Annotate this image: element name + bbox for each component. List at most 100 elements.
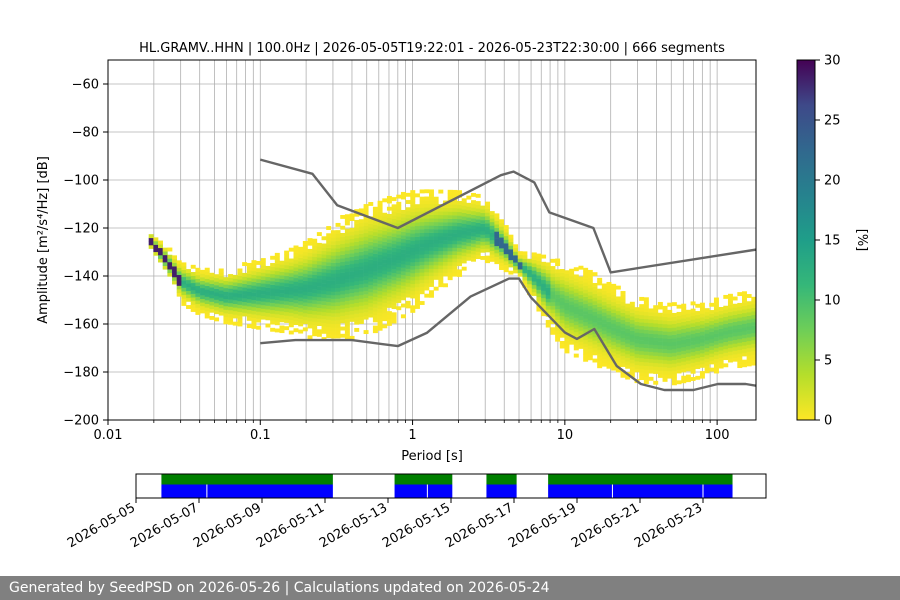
density-cell — [578, 294, 584, 299]
density-cell — [597, 281, 603, 286]
density-cell — [433, 250, 439, 255]
density-cell — [368, 313, 374, 318]
density-cell — [428, 229, 434, 233]
density-cell — [209, 272, 215, 277]
density-cell — [372, 235, 378, 240]
density-cell — [629, 355, 635, 360]
density-cell — [419, 232, 425, 237]
density-cell — [606, 357, 612, 362]
density-cell — [433, 196, 439, 201]
density-cell — [737, 346, 743, 351]
density-cell — [699, 317, 705, 321]
density-cell — [377, 290, 383, 295]
density-cell — [270, 291, 276, 296]
density-cell — [611, 316, 617, 321]
density-cell — [676, 340, 682, 345]
density-cell — [414, 265, 420, 270]
density-cell — [461, 209, 467, 214]
density-cell — [363, 286, 369, 291]
density-cell — [396, 201, 402, 206]
density-cell — [382, 281, 388, 286]
density-cell — [727, 347, 733, 352]
density-cell — [597, 328, 603, 333]
density-cell — [536, 278, 542, 283]
density-cell — [550, 312, 556, 317]
density-cell — [242, 312, 248, 317]
density-cell — [727, 358, 733, 363]
density-cell — [676, 380, 682, 385]
density-cell — [414, 301, 420, 306]
density-cell — [615, 361, 621, 366]
density-cell — [391, 247, 397, 252]
density-cell — [737, 306, 743, 311]
density-cell — [704, 333, 710, 338]
density-cell — [438, 240, 444, 244]
density-cell — [629, 337, 635, 342]
density-cell — [494, 213, 500, 218]
density-cell — [209, 297, 215, 302]
density-cell — [629, 352, 635, 357]
density-cell — [723, 309, 729, 314]
density-cell — [312, 314, 318, 319]
density-cell — [564, 338, 570, 343]
density-cell — [583, 311, 589, 315]
density-cell — [685, 374, 691, 379]
density-cell — [433, 254, 439, 259]
density-cell — [410, 211, 416, 216]
density-cell — [699, 342, 705, 347]
density-cell — [676, 322, 682, 327]
density-cell — [419, 247, 425, 251]
density-cell — [433, 275, 439, 280]
density-cell — [340, 232, 346, 237]
density-cell — [330, 323, 336, 328]
density-cell — [457, 233, 462, 238]
density-cell — [709, 320, 715, 325]
density-cell — [372, 304, 378, 308]
density-cell — [358, 251, 364, 256]
density-cell — [349, 281, 355, 286]
density-cell — [601, 359, 607, 364]
density-cell — [302, 255, 308, 260]
density-cell — [330, 266, 336, 271]
density-cell — [657, 327, 663, 332]
density-cell — [578, 337, 584, 342]
density-cell — [214, 281, 220, 286]
density-cell — [218, 308, 224, 312]
density-cell — [396, 299, 402, 303]
density-cell — [298, 300, 304, 305]
density-cell — [344, 232, 350, 237]
density-cell — [354, 288, 360, 293]
density-cell — [405, 279, 411, 284]
density-cell — [522, 265, 528, 270]
availability-tick-label: 2026-05-21 — [569, 500, 642, 551]
density-cell — [634, 339, 640, 344]
density-cell — [475, 226, 481, 231]
density-cell — [662, 327, 668, 332]
density-cell — [326, 254, 332, 259]
density-cell — [372, 246, 378, 251]
density-cell — [330, 248, 336, 253]
density-cell — [611, 341, 617, 346]
density-cell — [419, 218, 425, 223]
density-cell — [316, 253, 322, 258]
density-cell — [326, 236, 332, 241]
density-cell — [396, 273, 402, 278]
density-cell — [414, 276, 420, 281]
y-tick-label: −180 — [63, 366, 99, 381]
density-cell — [601, 297, 607, 302]
density-cell — [377, 276, 383, 281]
density-cell — [382, 299, 388, 304]
density-cell — [363, 301, 369, 306]
density-cell — [485, 230, 491, 235]
density-cell — [349, 253, 355, 258]
density-cell — [690, 312, 696, 317]
density-cell — [214, 295, 220, 300]
density-cell — [251, 278, 257, 283]
density-cell — [316, 300, 322, 305]
density-cell — [321, 326, 327, 331]
density-cell — [471, 250, 477, 255]
density-cell — [330, 298, 336, 303]
density-cell — [583, 347, 589, 351]
density-cell — [340, 261, 346, 266]
density-cell — [606, 289, 612, 294]
